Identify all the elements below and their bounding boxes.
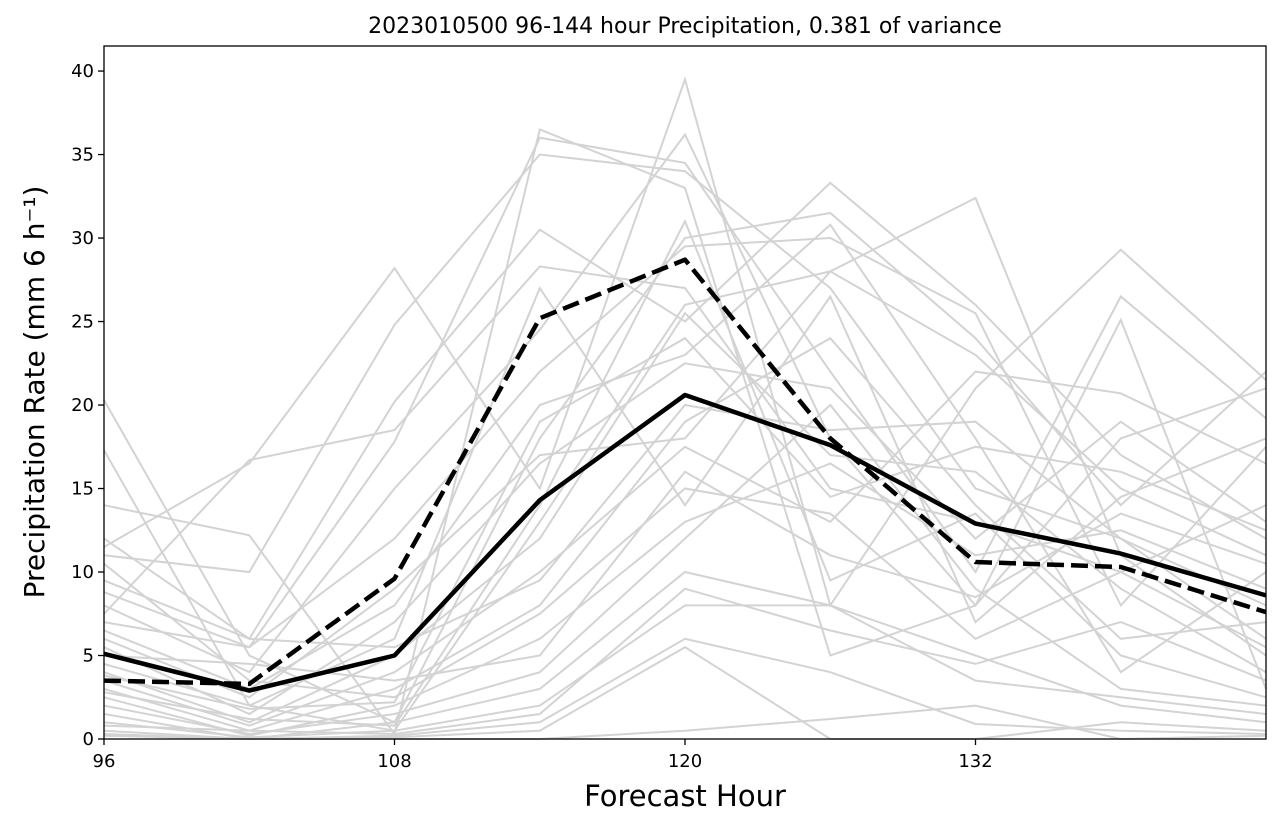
axis-ticks: 96 108 120 132 0 5 10 15 20 25 30 35 40 [71,61,993,772]
ensemble-member-line [103,153,1267,640]
y-axis-label: Precipitation Rate (mm 6 h⁻¹) [18,186,51,599]
ensemble-member-line [103,270,1267,699]
ensemble-member-line [103,403,1267,736]
solid-highlight-line [103,392,1267,693]
x-tick-label: 108 [377,751,411,772]
ensemble-member-line [103,128,1267,737]
ensemble-member-line [103,181,1267,641]
ensemble-member-line [103,311,1267,724]
x-axis-label: Forecast Hour [584,779,786,813]
ensemble-member-line [103,76,1267,608]
ensemble-member-line [103,218,1267,727]
ensemble-member-line [103,196,1267,732]
x-tick-label: 132 [958,751,992,772]
ensemble-member-line [103,236,1267,649]
y-tick-label: 20 [71,395,94,416]
ensemble-member-line [103,336,1267,710]
y-tick-label: 5 [83,646,94,667]
y-tick-label: 40 [71,61,94,82]
x-tick-label: 120 [668,751,702,772]
y-tick-label: 0 [83,729,94,750]
ensemble-member-line [103,604,1267,739]
ensemble-member-line [103,403,1267,649]
y-tick-label: 10 [71,562,94,583]
ensemble-member-line [103,136,1267,649]
y-tick-label: 25 [71,312,94,333]
dashed-highlight-line [103,257,1267,687]
ensemble-member-line [103,370,1267,727]
y-tick-label: 30 [71,228,94,249]
ensemble-member-line [103,587,1267,736]
x-tick-label: 96 [93,751,116,772]
plot-lines [103,76,1267,741]
y-tick-label: 35 [71,145,94,166]
ensemble-member-line [103,487,1267,699]
ensemble-member-line [103,570,1267,741]
ensemble-member-line [103,462,1267,737]
y-tick-label: 15 [71,479,94,500]
ensemble-member-line [103,265,1267,615]
chart-title: 2023010500 96-144 hour Precipitation, 0.… [368,14,1002,39]
